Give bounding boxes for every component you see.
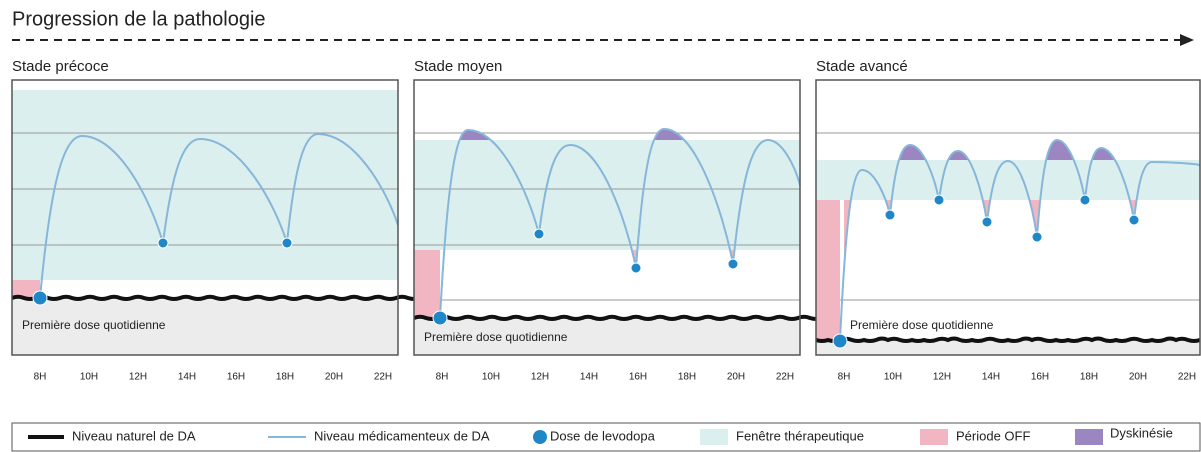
annotation: Première dose quotidienne: [850, 318, 994, 332]
legend-label: Période OFF: [956, 428, 1030, 443]
levodopa-dose: [884, 209, 896, 221]
levodopa-dose: [630, 262, 642, 274]
x-tick-label: 18H: [678, 372, 696, 383]
legend-label: Fenêtre thérapeutique: [736, 428, 864, 443]
annotation: Première dose quotidienne: [424, 330, 568, 344]
x-tick-label: 18H: [276, 372, 294, 383]
annotation: Première dose quotidienne: [22, 318, 166, 332]
natural-da-level: [815, 336, 1201, 343]
x-tick-label: 8H: [34, 372, 47, 383]
legend-label: Dose de levodopa: [550, 428, 656, 443]
x-tick-label: 14H: [982, 372, 1000, 383]
x-tick-label: 18H: [1080, 372, 1098, 383]
x-tick-label: 12H: [933, 372, 951, 383]
x-tick-label: 8H: [838, 372, 851, 383]
panel-border: [815, 79, 1201, 356]
legend-icon: [700, 429, 728, 445]
legend-icon: [1075, 429, 1103, 445]
x-tick-label: 20H: [727, 372, 745, 383]
legend-label: Niveau médicamenteux de DA: [314, 428, 490, 443]
below-baseline: [12, 298, 398, 355]
levodopa-dose: [533, 228, 545, 240]
levodopa-dose: [933, 194, 945, 206]
levodopa-dose: [981, 216, 993, 228]
therapeutic-window: [816, 160, 1200, 200]
levodopa-dose: [1079, 194, 1091, 206]
therapeutic-window: [12, 90, 398, 280]
off-period: [12, 280, 40, 298]
legend-label: Niveau naturel de DA: [72, 428, 196, 443]
levodopa-dose: [832, 333, 848, 349]
off-period: [816, 200, 840, 340]
x-tick-label: 8H: [436, 372, 449, 383]
panel-border: [11, 79, 399, 356]
arrow-head: [1180, 34, 1194, 46]
x-tick-label: 22H: [776, 372, 794, 383]
levodopa-dose: [727, 258, 739, 270]
x-tick-label: 16H: [1031, 372, 1049, 383]
panel-bg: [816, 80, 1200, 355]
x-tick-label: 16H: [629, 372, 647, 383]
x-tick-label: 20H: [325, 372, 343, 383]
panel-border: [413, 79, 801, 356]
x-tick-label: 10H: [884, 372, 902, 383]
x-tick-label: 20H: [1129, 372, 1147, 383]
x-tick-label: 22H: [1178, 372, 1196, 383]
panel-title: Stade avancé: [816, 58, 908, 75]
levodopa-dose: [1031, 231, 1043, 243]
natural-da-level: [413, 314, 823, 321]
x-tick-label: 16H: [227, 372, 245, 383]
panel-title: Stade moyen: [414, 58, 502, 75]
x-tick-label: 12H: [129, 372, 147, 383]
legend-label: Dyskinésie: [1110, 425, 1173, 440]
x-tick-label: 22H: [374, 372, 392, 383]
natural-da-level: [11, 294, 421, 301]
drug-da-level: [39, 132, 399, 299]
levodopa-dose: [32, 290, 48, 306]
title: Progression de la pathologie: [12, 8, 266, 30]
x-tick-label: 10H: [482, 372, 500, 383]
levodopa-dose: [281, 237, 293, 249]
below-baseline: [816, 340, 1200, 355]
x-tick-label: 14H: [580, 372, 598, 383]
panel-title: Stade précoce: [12, 58, 109, 75]
x-tick-label: 12H: [531, 372, 549, 383]
below-baseline: [414, 318, 800, 355]
x-tick-label: 14H: [178, 372, 196, 383]
off-period: [414, 250, 440, 318]
legend-icon: [533, 430, 547, 444]
dyskinesia: [899, 140, 1115, 160]
levodopa-dose: [432, 310, 448, 326]
levodopa-dose: [157, 237, 169, 249]
legend-icon: [920, 429, 948, 445]
x-tick-label: 10H: [80, 372, 98, 383]
levodopa-dose: [1128, 214, 1140, 226]
legend-box: [11, 422, 1201, 452]
drug-da-level: [439, 127, 801, 319]
